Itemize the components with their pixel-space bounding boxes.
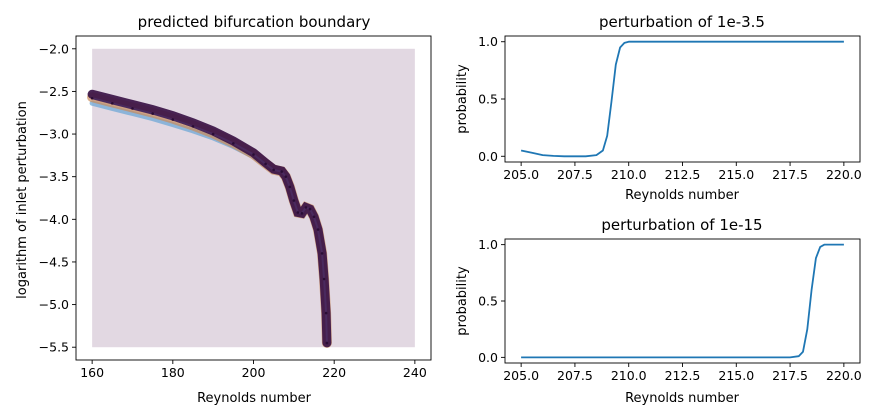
bottom-probability-xtick-label: 210.0 [611, 368, 647, 383]
bifurcation-title: predicted bifurcation boundary [138, 13, 371, 31]
top-probability-xtick-label: 210.0 [611, 167, 647, 182]
probability-panel-bottom: perturbation of 1e-15 Reynolds number pr… [455, 216, 862, 406]
top-probability-ytick-label: 1.0 [478, 34, 498, 49]
bifurcation-xtick-label: 200 [242, 365, 266, 380]
boundary-point [151, 112, 154, 115]
boundary-point [171, 118, 175, 121]
top-probability-xtick-label: 207.5 [557, 167, 593, 182]
bottom-probability-xlabel: Reynolds number [625, 391, 739, 406]
top-probability-xlabel: Reynolds number [625, 188, 739, 203]
boundary-point [284, 175, 288, 178]
bottom-probability-ylabel: probability [455, 266, 470, 336]
boundary-point [308, 207, 312, 211]
bottom-probability-axes-frame [504, 238, 861, 364]
boundary-point [292, 199, 296, 202]
boundary-point [131, 107, 134, 110]
boundary-point [324, 311, 328, 315]
bifurcation-ytick-label: −2.0 [39, 41, 69, 56]
bottom-probability-xtick-label: 212.5 [665, 368, 701, 383]
bottom-probability-ytick-label: 1.0 [478, 237, 498, 252]
top-probability-ylabel: probability [455, 64, 470, 134]
top-probability-xtick-label: 215.0 [718, 167, 754, 182]
boundary-point [280, 170, 284, 173]
bottom-probability-xtick-label: 217.5 [772, 368, 808, 383]
top-probability-plot-area [520, 40, 844, 158]
bottom-probability-xtick-label: 215.0 [718, 368, 754, 383]
top-probability-xtick-label: 220.0 [826, 167, 862, 182]
bifurcation-ytick-label: −4.0 [39, 212, 69, 227]
boundary-point [322, 277, 326, 281]
bottom-probability-title: perturbation of 1e-15 [601, 216, 762, 234]
boundary-point [312, 215, 316, 219]
bifurcation-xtick-label: 180 [161, 365, 185, 380]
bifurcation-ytick-label: −5.0 [39, 297, 69, 312]
top-probability-xtick-label: 205.0 [503, 167, 539, 182]
bottom-probability-xtick-label: 205.0 [503, 368, 539, 383]
boundary-point [288, 185, 292, 189]
boundary-point [252, 153, 255, 156]
boundary-point [111, 102, 114, 105]
bifurcation-ylabel: logarithm of inlet perturbation [15, 101, 30, 299]
bifurcation-ytick-label: −4.5 [39, 254, 69, 269]
boundary-point [296, 211, 300, 214]
boundary-point [232, 142, 235, 145]
bottom-probability-plot-area [521, 243, 844, 359]
bottom-probability-series-line [521, 243, 844, 359]
bifurcation-xtick-label: 220 [322, 365, 346, 380]
boundary-point [320, 252, 324, 255]
boundary-point [90, 96, 94, 100]
boundary-point [191, 125, 195, 128]
bottom-probability-ytick-label: 0.5 [478, 294, 498, 309]
bifurcation-ytick-label: −3.0 [39, 127, 69, 142]
bifurcation-ytick-label: −2.5 [39, 84, 69, 99]
bifurcation-xtick-label: 160 [80, 365, 104, 380]
boundary-point [264, 162, 267, 166]
top-probability-ytick-label: 0.5 [478, 92, 498, 107]
top-probability-series-line [520, 40, 844, 158]
bifurcation-xlabel: Reynolds number [197, 391, 311, 406]
bottom-probability-ytick-label: 0.0 [478, 350, 498, 365]
top-probability-axes-frame [504, 35, 861, 163]
top-probability-xtick-label: 212.5 [665, 167, 701, 182]
bifurcation-ytick-label: −5.5 [39, 340, 69, 355]
boundary-point [272, 168, 275, 172]
boundary-point [211, 132, 215, 136]
probability-panel-top: perturbation of 1e-3.5 Reynolds number p… [455, 13, 862, 203]
boundary-point [316, 228, 320, 231]
bifurcation-plot-area [87, 48, 415, 348]
boundary-point [304, 206, 308, 209]
bifurcation-xtick-label: 240 [403, 365, 427, 380]
top-probability-ytick-label: 0.0 [478, 149, 498, 164]
bottom-probability-xtick-label: 207.5 [557, 368, 593, 383]
boundary-point [300, 212, 304, 215]
bottom-probability-xtick-label: 220.0 [826, 368, 862, 383]
top-probability-title: perturbation of 1e-3.5 [599, 13, 765, 31]
boundary-point [325, 341, 329, 345]
top-probability-xtick-label: 217.5 [772, 167, 808, 182]
bifurcation-panel: predicted bifurcation boundary Reynolds … [15, 13, 432, 406]
bifurcation-ytick-label: −3.5 [39, 169, 69, 184]
sampled-region [92, 48, 415, 348]
